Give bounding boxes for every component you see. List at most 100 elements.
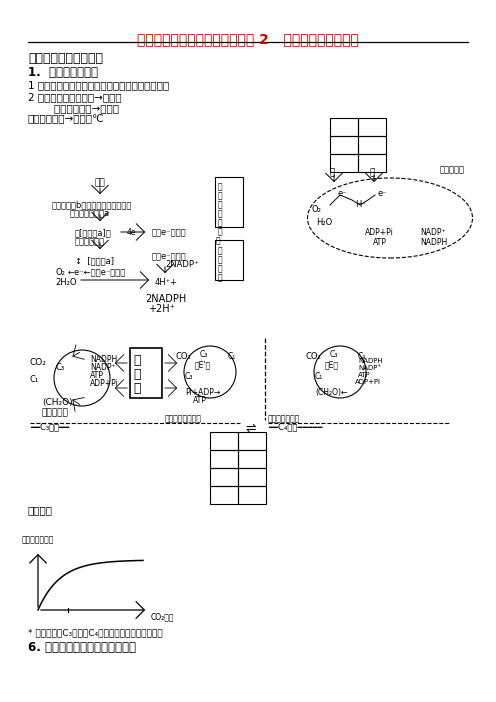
Text: C₃: C₃: [330, 350, 338, 359]
Bar: [330, 136, 358, 154]
Bar: [330, 118, 358, 136]
Text: C₁: C₁: [228, 352, 236, 361]
Bar: [210, 486, 238, 504]
Text: ATP: ATP: [90, 371, 104, 380]
Text: 2NADPH: 2NADPH: [145, 294, 186, 304]
Text: H⁻: H⁻: [355, 200, 366, 209]
Text: CO₂: CO₂: [30, 358, 47, 367]
Bar: [358, 118, 386, 136]
Text: C₃: C₃: [55, 363, 64, 372]
Text: ADP+Pi: ADP+Pi: [365, 228, 394, 237]
Bar: [238, 468, 266, 486]
Bar: [238, 486, 266, 504]
Text: 1.  酶的概念和特性: 1. 酶的概念和特性: [28, 66, 98, 79]
Text: 6. 如何提高作物的光合作用效率: 6. 如何提高作物的光合作用效率: [28, 641, 136, 654]
Text: C₁: C₁: [30, 375, 39, 384]
Text: Pi+ADP→: Pi+ADP→: [185, 388, 220, 397]
Text: (CH₂O)←: (CH₂O)←: [315, 388, 347, 397]
Text: （特殊状态）: （特殊状态）: [75, 237, 105, 246]
Text: H₂O: H₂O: [316, 218, 332, 227]
Text: ATP: ATP: [193, 396, 207, 405]
Text: （递e⁻物质）: （递e⁻物质）: [152, 228, 186, 237]
Text: 换: 换: [218, 273, 223, 282]
Text: NADP⁺: NADP⁺: [420, 228, 445, 237]
Text: NADP⁺: NADP⁺: [90, 363, 116, 372]
Text: 光合作用的强度: 光合作用的强度: [22, 535, 55, 544]
Text: ━━C₄途径━━━━━: ━━C₄途径━━━━━: [268, 422, 322, 431]
Text: C₄: C₄: [358, 352, 366, 361]
Text: 从作用效率看→高效性: 从作用效率看→高效性: [28, 103, 119, 113]
Text: 吸: 吸: [218, 182, 223, 191]
Text: 光: 光: [218, 227, 223, 236]
Bar: [238, 432, 266, 450]
Text: 传: 传: [218, 209, 223, 218]
Bar: [358, 154, 386, 172]
Text: NADPH: NADPH: [90, 355, 117, 364]
Text: 2H₂O: 2H₂O: [55, 278, 76, 287]
Text: 光能: 光能: [95, 178, 105, 187]
Text: (CH₂O): (CH₂O): [42, 398, 72, 407]
Text: 《高三生物专题复习纲要》专题 2   绿色植物的新陈代谢: 《高三生物专题复习纲要》专题 2 绿色植物的新陈代谢: [137, 32, 359, 46]
Text: 绝大多数叶绿素a: 绝大多数叶绿素a: [70, 209, 110, 218]
Text: 和: 和: [218, 200, 223, 209]
Text: ATP: ATP: [358, 372, 371, 378]
Text: 光: 光: [370, 168, 375, 177]
Text: 量: 量: [218, 255, 223, 264]
Text: C₃: C₃: [185, 372, 193, 381]
Text: 光: 光: [330, 168, 335, 177]
Text: 4H⁺+: 4H⁺+: [155, 278, 178, 287]
Text: 收: 收: [218, 191, 223, 200]
Text: NADPH: NADPH: [420, 238, 447, 247]
Bar: [358, 136, 386, 154]
Text: e⁻: e⁻: [378, 189, 388, 198]
Text: O₂: O₂: [312, 205, 322, 214]
Text: 转: 转: [218, 264, 223, 273]
Text: 能: 能: [218, 246, 223, 255]
Text: ━━C₃途径━━: ━━C₃途径━━: [30, 422, 69, 431]
Text: * 观察活动：C₃植物与C₄植物叶的横切结构等特点。: * 观察活动：C₃植物与C₄植物叶的横切结构等特点。: [28, 628, 163, 637]
Text: CO₂浓度: CO₂浓度: [151, 612, 175, 621]
Text: e⁻: e⁻: [338, 189, 348, 198]
Text: +2H⁺: +2H⁺: [148, 304, 175, 314]
Text: （E）: （E）: [325, 360, 339, 369]
Bar: [330, 154, 358, 172]
Text: 有何不同: 有何不同: [28, 505, 53, 515]
Text: CO₂: CO₂: [305, 352, 321, 361]
Bar: [210, 450, 238, 468]
Bar: [210, 468, 238, 486]
Text: 一、热点知识精要点拨: 一、热点知识精要点拨: [28, 52, 103, 65]
Text: 光: 光: [133, 354, 140, 367]
Text: ↕  [叶绿素a]: ↕ [叶绿素a]: [75, 256, 114, 265]
Text: ⇌: ⇌: [245, 422, 255, 435]
Bar: [210, 432, 238, 450]
Text: 1 概念要点：活细胞产生，具有将化能力，有机物: 1 概念要点：活细胞产生，具有将化能力，有机物: [28, 80, 169, 90]
Bar: [130, 348, 162, 398]
Text: 全部叶绿素b、叶黄素、胡萝卜素和: 全部叶绿素b、叶黄素、胡萝卜素和: [52, 200, 132, 209]
Text: 【一般叶肉细胞】: 【一般叶肉细胞】: [165, 414, 202, 423]
Text: （递e⁻物质）: （递e⁻物质）: [152, 252, 186, 261]
Text: NADPH: NADPH: [358, 358, 382, 364]
Text: 2 特性：从作用对象看→专一性: 2 特性：从作用对象看→专一性: [28, 92, 122, 102]
Text: 能: 能: [216, 236, 221, 245]
Text: O₂: O₂: [55, 268, 65, 277]
Text: ←e⁻←（递e⁻物质）: ←e⁻←（递e⁻物质）: [68, 268, 126, 277]
Text: C₁: C₁: [315, 372, 323, 381]
Bar: [215, 240, 243, 280]
Text: （[叶绿素a]）: （[叶绿素a]）: [75, 228, 112, 237]
Text: NADP⁺: NADP⁺: [358, 365, 381, 371]
Text: C₃: C₃: [200, 350, 208, 359]
Text: CO₂: CO₂: [175, 352, 191, 361]
Text: ADP+Pi: ADP+Pi: [90, 379, 119, 388]
Text: 从作用条件看→适宜的℃: 从作用条件看→适宜的℃: [28, 114, 105, 124]
Text: 4e: 4e: [127, 228, 136, 237]
Text: 【暗反应】: 【暗反应】: [42, 408, 69, 417]
Text: 2NADP⁺: 2NADP⁺: [165, 260, 198, 269]
Bar: [238, 450, 266, 468]
Text: 维管束鞘细胞】: 维管束鞘细胞】: [268, 414, 301, 423]
Text: （E'）: （E'）: [195, 360, 211, 369]
Text: 【类囊体】: 【类囊体】: [440, 165, 465, 174]
Text: 反: 反: [133, 368, 140, 381]
Text: 递: 递: [218, 218, 223, 227]
Text: 应: 应: [133, 382, 140, 395]
Text: ADP+Pi: ADP+Pi: [355, 379, 381, 385]
